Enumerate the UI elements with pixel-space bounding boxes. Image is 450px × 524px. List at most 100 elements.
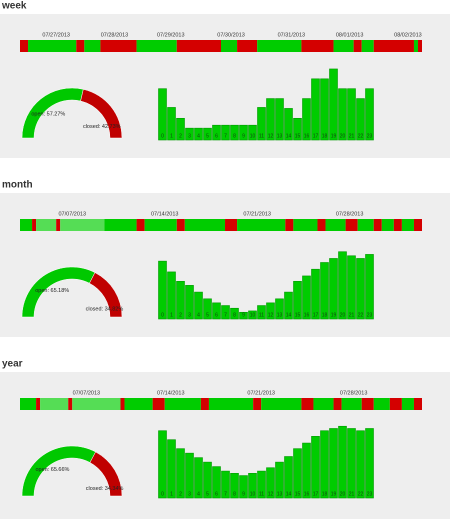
histogram-bar bbox=[248, 473, 257, 499]
histogram-bar bbox=[302, 98, 311, 141]
histogram-bar bbox=[293, 117, 302, 141]
gauge-label: open: 65.66% bbox=[36, 467, 70, 473]
timeline-tick-label: 07/28/2013 bbox=[101, 32, 129, 38]
timeline-segment bbox=[393, 219, 402, 231]
histogram-bar bbox=[356, 430, 365, 499]
histogram-bar bbox=[221, 124, 230, 141]
histogram-label: 9 bbox=[242, 491, 245, 497]
histogram-label: 20 bbox=[340, 491, 346, 497]
histogram-bar bbox=[266, 98, 275, 141]
timeline-segment bbox=[361, 40, 374, 52]
histogram-label: 22 bbox=[358, 491, 364, 497]
histogram-bar bbox=[194, 127, 203, 141]
timeline-tick-label: 07/07/2013 bbox=[73, 390, 101, 396]
histogram-label: 22 bbox=[358, 133, 364, 139]
histogram-label: 3 bbox=[188, 133, 191, 139]
histogram-bar bbox=[248, 124, 257, 141]
histogram-label: 18 bbox=[322, 312, 328, 318]
histogram-label: 9 bbox=[242, 312, 245, 318]
histogram-bar bbox=[230, 124, 239, 141]
timeline-segment bbox=[184, 219, 226, 231]
timeline-segment bbox=[56, 219, 61, 231]
histogram-label: 7 bbox=[224, 312, 227, 318]
histogram-label: 17 bbox=[313, 133, 319, 139]
histogram-bar bbox=[185, 127, 194, 141]
histogram-bar bbox=[176, 281, 185, 320]
histogram-label: 6 bbox=[215, 491, 218, 497]
histogram-label: 15 bbox=[295, 312, 301, 318]
histogram-label: 1 bbox=[170, 491, 173, 497]
histogram-label: 4 bbox=[197, 133, 200, 139]
histogram-label: 12 bbox=[268, 312, 274, 318]
histogram-bar bbox=[185, 285, 194, 320]
histogram-label: 4 bbox=[197, 491, 200, 497]
timeline-segment bbox=[373, 219, 382, 231]
histogram-bar bbox=[257, 470, 266, 499]
histogram-bar bbox=[167, 107, 176, 141]
histogram-bar bbox=[320, 262, 329, 320]
timeline-segment bbox=[124, 398, 153, 410]
histogram-label: 5 bbox=[206, 312, 209, 318]
timeline-segment bbox=[413, 219, 422, 231]
timeline-segment bbox=[345, 219, 358, 231]
histogram-bar bbox=[311, 78, 320, 141]
timeline-segment bbox=[373, 398, 390, 410]
histogram-label: 1 bbox=[170, 133, 173, 139]
histogram-label: 0 bbox=[161, 491, 164, 497]
histogram-bar bbox=[320, 78, 329, 141]
timeline-segment bbox=[200, 398, 209, 410]
histogram-label: 11 bbox=[259, 491, 264, 497]
histogram-bar bbox=[158, 88, 167, 141]
histogram-bar bbox=[212, 466, 221, 499]
histogram-label: 5 bbox=[206, 491, 209, 497]
timeline-segment bbox=[76, 40, 85, 52]
histogram-label: 18 bbox=[322, 491, 328, 497]
histogram-bar bbox=[194, 457, 203, 499]
timeline-segment bbox=[221, 40, 238, 52]
timeline-segment bbox=[152, 398, 165, 410]
timeline-tick-label: 07/07/2013 bbox=[58, 211, 86, 217]
timeline-segment bbox=[40, 398, 69, 410]
histogram-label: 14 bbox=[286, 491, 292, 497]
histogram-bar bbox=[275, 98, 284, 141]
histogram-bar bbox=[230, 473, 239, 499]
timeline-segment bbox=[381, 219, 394, 231]
histogram-label: 10 bbox=[250, 133, 256, 139]
timeline-tick-label: 07/21/2013 bbox=[247, 390, 275, 396]
histogram-bar bbox=[239, 311, 248, 320]
timeline-tick-label: 07/27/2013 bbox=[42, 32, 70, 38]
histogram-bar bbox=[356, 98, 365, 141]
gauge-arc bbox=[89, 272, 123, 318]
timeline-segment bbox=[120, 398, 125, 410]
timeline-tick-label: 07/31/2013 bbox=[278, 32, 306, 38]
histogram-bar bbox=[284, 108, 293, 141]
histogram-bar bbox=[203, 298, 212, 320]
timeline-segment bbox=[84, 40, 101, 52]
histogram-label: 23 bbox=[367, 133, 373, 139]
histogram-label: 23 bbox=[367, 312, 373, 318]
histogram-label: 17 bbox=[313, 312, 319, 318]
histogram-label: 1 bbox=[170, 312, 173, 318]
timeline-segment bbox=[20, 40, 29, 52]
histogram-label: 2 bbox=[179, 312, 182, 318]
histogram-label: 16 bbox=[304, 133, 310, 139]
timeline-segment bbox=[68, 398, 73, 410]
histogram-bar bbox=[338, 88, 347, 141]
gauge-label: closed: 34.82% bbox=[86, 307, 124, 313]
histogram-bar bbox=[365, 428, 374, 499]
histogram-label: 11 bbox=[259, 312, 264, 318]
histogram-bar bbox=[347, 428, 356, 499]
histogram-bar bbox=[158, 260, 167, 320]
histogram-bar bbox=[329, 428, 338, 499]
histogram-label: 9 bbox=[242, 133, 245, 139]
timeline-segment bbox=[237, 219, 286, 231]
timeline-segment bbox=[285, 219, 294, 231]
histogram-bar bbox=[203, 127, 212, 141]
histogram-label: 10 bbox=[250, 312, 256, 318]
histogram-label: 3 bbox=[188, 491, 191, 497]
timeline-segment bbox=[417, 40, 422, 52]
histogram-label: 13 bbox=[277, 312, 283, 318]
timeline-tick-label: 08/02/2013 bbox=[394, 32, 422, 38]
histogram-bar bbox=[293, 448, 302, 499]
